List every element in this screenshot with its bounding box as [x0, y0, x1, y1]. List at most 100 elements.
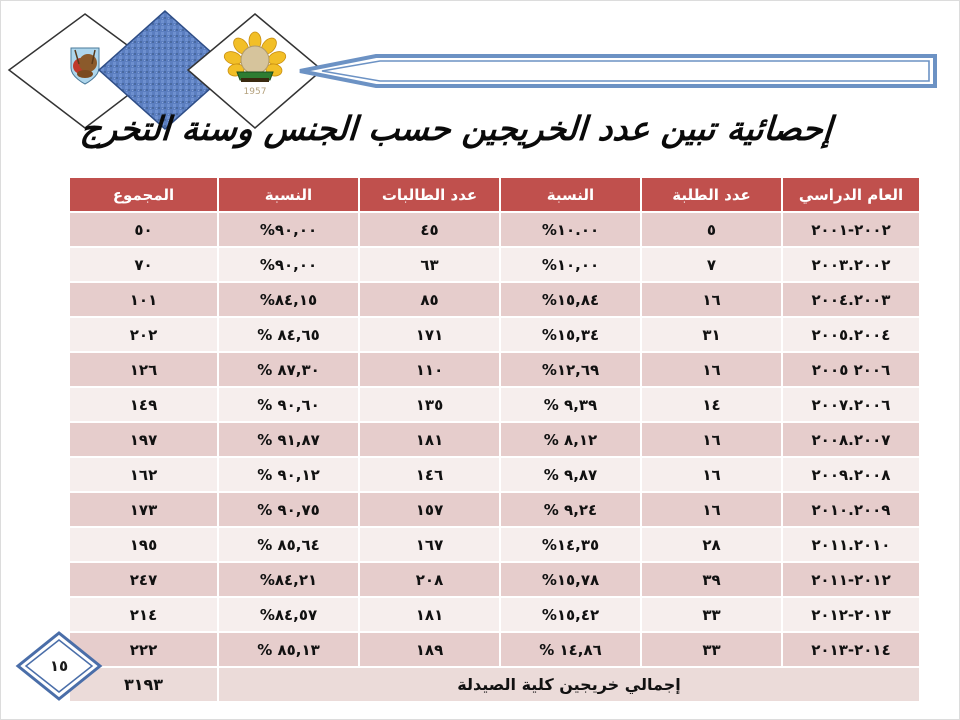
cell-total: ٢٠٢ — [70, 318, 217, 351]
table-row: ٢٠١٠.٢٠٠٩ ١٦% ٩,٢٤ ١٥٧% ٩٠,٧٥ ١٧٣ — [70, 493, 919, 526]
cell-male-pct: %١٠,٠٠ — [501, 248, 640, 281]
cell-male-pct: % ٩,٨٧ — [501, 458, 640, 491]
table-row: ٢٠١٢-٢٠١١ ٣٩ %١٥,٧٨ ٢٠٨ %٨٤,٢١ ٢٤٧ — [70, 563, 919, 596]
cell-female-pct: % ٩٠,١٢ — [219, 458, 358, 491]
cell-year: ٢٠٠٤.٢٠٠٣ — [783, 283, 919, 316]
table-row: ٢٠٠٣.٢٠٠٢ ٧ %١٠,٠٠ ٦٣ %٩٠,٠٠ ٧٠ — [70, 248, 919, 281]
shield-crest-icon — [70, 47, 100, 85]
cell-females: ٨٥ — [360, 283, 499, 316]
logo-diamonds: 1957 — [7, 9, 324, 131]
cell-females: ١٣٥ — [360, 388, 499, 421]
cell-female-pct: % ٩٠,٦٠ — [219, 388, 358, 421]
header-academic-year: العام الدراسي — [783, 178, 919, 211]
cell-male-pct: %١٤,٣٥ — [501, 528, 640, 561]
cell-male-pct: % ٨,١٢ — [501, 423, 640, 456]
page-number-diamond — [15, 631, 103, 701]
table-row: ٢٠٠٧.٢٠٠٦ ١٤% ٩,٣٩ ١٣٥% ٩٠,٦٠ ١٤٩ — [70, 388, 919, 421]
table-row: ٢٠٠٦ ٢٠٠٥ ١٦ %١٢,٦٩ ١١٠% ٨٧,٣٠ ١٢٦ — [70, 353, 919, 386]
header-total: المجموع — [70, 178, 217, 211]
cell-males: ٣٩ — [642, 563, 781, 596]
crest-diamond — [7, 13, 163, 129]
cell-female-pct: %٨٤,٥٧ — [219, 598, 358, 631]
cell-total: ١٩٥ — [70, 528, 217, 561]
cell-female-pct: % ٨٥,٦٤ — [219, 528, 358, 561]
cell-females: ١٧١ — [360, 318, 499, 351]
cell-males: ٧ — [642, 248, 781, 281]
cell-male-pct: %١٥,٣٤ — [501, 318, 640, 351]
cell-total: ١٤٩ — [70, 388, 217, 421]
cell-males: ٣٣ — [642, 598, 781, 631]
cell-female-pct: % ٨٧,٣٠ — [219, 353, 358, 386]
cell-total: ١٢٦ — [70, 353, 217, 386]
cell-year: ٢٠٠٢-٢٠٠١ — [783, 213, 919, 246]
cell-females: ٦٣ — [360, 248, 499, 281]
pen-banner-icon — [299, 54, 937, 88]
cell-male-pct: %١٠.٠٠ — [501, 213, 640, 246]
cell-female-pct: %٩٠,٠٠ — [219, 213, 358, 246]
cell-females: ١٤٦ — [360, 458, 499, 491]
table-row: ٢٠١٣-٢٠١٢ ٣٣ %١٥,٤٢ ١٨١ %٨٤,٥٧ ٢١٤ — [70, 598, 919, 631]
cell-male-pct: % ٩,٢٤ — [501, 493, 640, 526]
cell-males: ٣١ — [642, 318, 781, 351]
cell-females: ١١٠ — [360, 353, 499, 386]
table-row: ٢٠٠٨.٢٠٠٧ ١٦% ٨,١٢ ١٨١% ٩١,٨٧ ١٩٧ — [70, 423, 919, 456]
table-row: ٢٠٠٤.٢٠٠٣ ١٦ %١٥,٨٤ ٨٥ %٨٤,١٥ ١٠١ — [70, 283, 919, 316]
cell-females: ١٦٧ — [360, 528, 499, 561]
cell-males: ١٦ — [642, 423, 781, 456]
cell-male-pct: % ١٤,٨٦ — [501, 633, 640, 666]
cell-males: ١٦ — [642, 493, 781, 526]
table-row: ٢٠٠٢-٢٠٠١ ٥ %١٠.٠٠ ٤٥ %٩٠,٠٠ ٥٠ — [70, 213, 919, 246]
cell-male-pct: %١٥,٧٨ — [501, 563, 640, 596]
table-row: ٢٠٠٥.٢٠٠٤ ٣١ %١٥,٣٤ ١٧١% ٨٤,٦٥ ٢٠٢ — [70, 318, 919, 351]
blue-denim-diamond — [97, 9, 233, 131]
cell-total: ٢١٤ — [70, 598, 217, 631]
sunflower-1957-icon: 1957 — [223, 31, 287, 97]
cell-female-pct: %٨٤,٢١ — [219, 563, 358, 596]
cell-year: ٢٠٠٩.٢٠٠٨ — [783, 458, 919, 491]
cell-females: ١٨١ — [360, 598, 499, 631]
cell-male-pct: %١٥,٤٢ — [501, 598, 640, 631]
cell-year: ٢٠٠٦ ٢٠٠٥ — [783, 353, 919, 386]
cell-total: ١٧٣ — [70, 493, 217, 526]
cell-male-pct: %١٢,٦٩ — [501, 353, 640, 386]
cell-males: ٣٣ — [642, 633, 781, 666]
table-row: ٢٠١٤-٢٠١٣ ٣٣% ١٤,٨٦ ١٨٩% ٨٥,١٣ ٢٢٢ — [70, 633, 919, 666]
cell-females: ٢٠٨ — [360, 563, 499, 596]
cell-total: ٧٠ — [70, 248, 217, 281]
cell-total: ١٠١ — [70, 283, 217, 316]
cell-total: ٢٤٧ — [70, 563, 217, 596]
cell-males: ١٤ — [642, 388, 781, 421]
slide-title: إحصائية تبين عدد الخريجين حسب الجنس وسنة… — [78, 109, 834, 148]
header-male-pct: النسبة — [501, 178, 640, 211]
header-female-pct: النسبة — [219, 178, 358, 211]
cell-year: ٢٠١٣-٢٠١٢ — [783, 598, 919, 631]
cell-total: ١٩٧ — [70, 423, 217, 456]
cell-year: ٢٠٠٨.٢٠٠٧ — [783, 423, 919, 456]
cell-total: ٥٠ — [70, 213, 217, 246]
logo-year-text: 1957 — [244, 87, 267, 97]
cell-year: ٢٠١٤-٢٠١٣ — [783, 633, 919, 666]
cell-female-pct: % ٨٤,٦٥ — [219, 318, 358, 351]
total-label: إجمالي خريجين كلية الصيدلة — [219, 668, 919, 701]
table-row: ٢٠١١.٢٠١٠ ٢٨ %١٤,٣٥ ١٦٧% ٨٥,٦٤ ١٩٥ — [70, 528, 919, 561]
cell-year: ٢٠٠٣.٢٠٠٢ — [783, 248, 919, 281]
cell-males: ١٦ — [642, 458, 781, 491]
table-row: ٢٠٠٩.٢٠٠٨ ١٦% ٩,٨٧ ١٤٦% ٩٠,١٢ ١٦٢ — [70, 458, 919, 491]
cell-males: ١٦ — [642, 353, 781, 386]
header-male-count: عدد الطلبة — [642, 178, 781, 211]
cell-year: ٢٠٠٥.٢٠٠٤ — [783, 318, 919, 351]
header-female-count: عدد الطالبات — [360, 178, 499, 211]
cell-males: ١٦ — [642, 283, 781, 316]
cell-year: ٢٠٠٧.٢٠٠٦ — [783, 388, 919, 421]
cell-females: ١٨١ — [360, 423, 499, 456]
cell-female-pct: % ٩٠,٧٥ — [219, 493, 358, 526]
cell-female-pct: %٩٠,٠٠ — [219, 248, 358, 281]
cell-female-pct: % ٩١,٨٧ — [219, 423, 358, 456]
grand-total-value: ٣١٩٣ — [70, 668, 217, 701]
table-total-row: إجمالي خريجين كلية الصيدلة ٣١٩٣ — [70, 668, 919, 701]
cell-females: ١٨٩ — [360, 633, 499, 666]
cell-year: ٢٠١٢-٢٠١١ — [783, 563, 919, 596]
cell-year: ٢٠١١.٢٠١٠ — [783, 528, 919, 561]
cell-total: ١٦٢ — [70, 458, 217, 491]
